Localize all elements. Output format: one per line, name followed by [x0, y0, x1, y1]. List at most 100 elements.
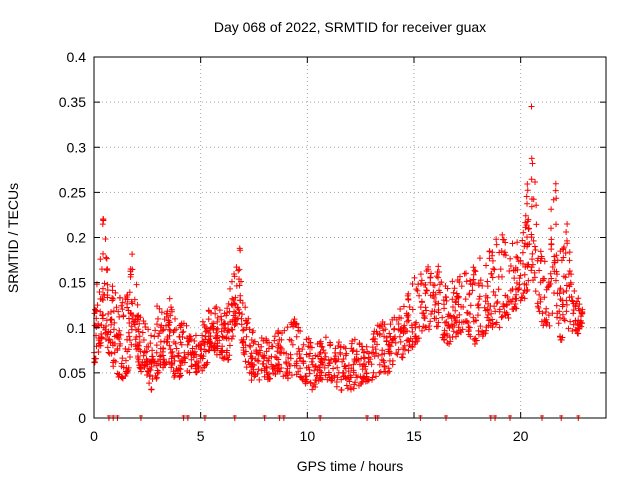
data-point [450, 289, 457, 296]
data-point [556, 290, 563, 297]
data-point [453, 293, 460, 300]
data-point [272, 354, 279, 361]
data-point [167, 327, 174, 334]
data-point [236, 282, 243, 289]
data-point [499, 231, 506, 238]
data-point [401, 342, 408, 349]
data-point [223, 334, 230, 341]
data-point [116, 342, 123, 349]
data-point [140, 318, 147, 325]
data-point [123, 293, 130, 300]
data-point [269, 343, 276, 350]
data-point [514, 254, 521, 261]
data-point [165, 321, 172, 328]
data-point [227, 319, 234, 326]
y-tick-label: 0.35 [59, 94, 86, 110]
data-point [127, 273, 134, 280]
data-point [119, 306, 126, 313]
data-point [530, 277, 537, 284]
data-point [221, 325, 228, 332]
data-point [157, 338, 164, 345]
x-axis-label: GPS time / hours [297, 458, 404, 474]
data-point [458, 319, 465, 326]
data-point [222, 320, 229, 327]
data-point [397, 305, 404, 312]
data-point [108, 321, 115, 328]
data-point [574, 330, 581, 337]
data-point [126, 289, 133, 296]
data-point [420, 310, 427, 317]
data-point [566, 267, 573, 274]
data-point [514, 266, 521, 273]
data-point [521, 240, 528, 247]
data-point [398, 354, 405, 361]
data-point [257, 349, 264, 356]
data-point [224, 356, 231, 363]
data-point [99, 221, 106, 228]
data-point [114, 334, 121, 341]
data-point [566, 249, 573, 256]
data-point [103, 255, 110, 262]
data-point [435, 274, 442, 281]
data-point [501, 249, 508, 256]
data-point [234, 304, 241, 311]
data-point [199, 355, 206, 362]
data-point [128, 341, 135, 348]
data-point [205, 316, 212, 323]
data-point [499, 313, 506, 320]
data-point [308, 358, 315, 365]
data-points [91, 103, 586, 394]
data-point [232, 294, 239, 301]
data-point [489, 324, 496, 331]
data-point [297, 354, 304, 361]
data-point [439, 334, 446, 341]
data-point [361, 374, 368, 381]
data-point [398, 315, 405, 322]
data-point [496, 324, 503, 331]
y-tick-label: 0 [78, 410, 86, 426]
data-point [143, 356, 150, 363]
data-point [528, 264, 535, 271]
data-point [303, 351, 310, 358]
x-tick-label: 5 [197, 428, 205, 444]
data-point [552, 180, 559, 187]
data-point [479, 282, 486, 289]
data-point [569, 327, 576, 334]
data-point [545, 312, 552, 319]
data-point [503, 302, 510, 309]
data-point [207, 333, 214, 340]
data-point [106, 350, 113, 357]
data-point [332, 353, 339, 360]
data-point [458, 303, 465, 310]
data-point [157, 362, 164, 369]
data-point [248, 350, 255, 357]
data-point [435, 300, 442, 307]
data-point [548, 225, 555, 232]
data-point [136, 333, 143, 340]
data-point [435, 263, 442, 270]
data-point [456, 278, 463, 285]
data-point [494, 298, 501, 305]
data-point [405, 347, 412, 354]
data-point [465, 324, 472, 331]
data-point [173, 345, 180, 352]
data-point [485, 311, 492, 318]
data-point [238, 321, 245, 328]
data-point [350, 361, 357, 368]
data-point [431, 282, 438, 289]
data-point [297, 365, 304, 372]
data-point [381, 333, 388, 340]
data-point [560, 301, 567, 308]
data-point [253, 348, 260, 355]
data-point [484, 306, 491, 313]
data-point [176, 365, 183, 372]
data-point [318, 359, 325, 366]
data-point [389, 336, 396, 343]
data-point [395, 346, 402, 353]
data-point [521, 271, 528, 278]
data-point [463, 278, 470, 285]
data-point [523, 281, 530, 288]
data-point [467, 302, 474, 309]
data-point [147, 372, 154, 379]
data-point [480, 329, 487, 336]
